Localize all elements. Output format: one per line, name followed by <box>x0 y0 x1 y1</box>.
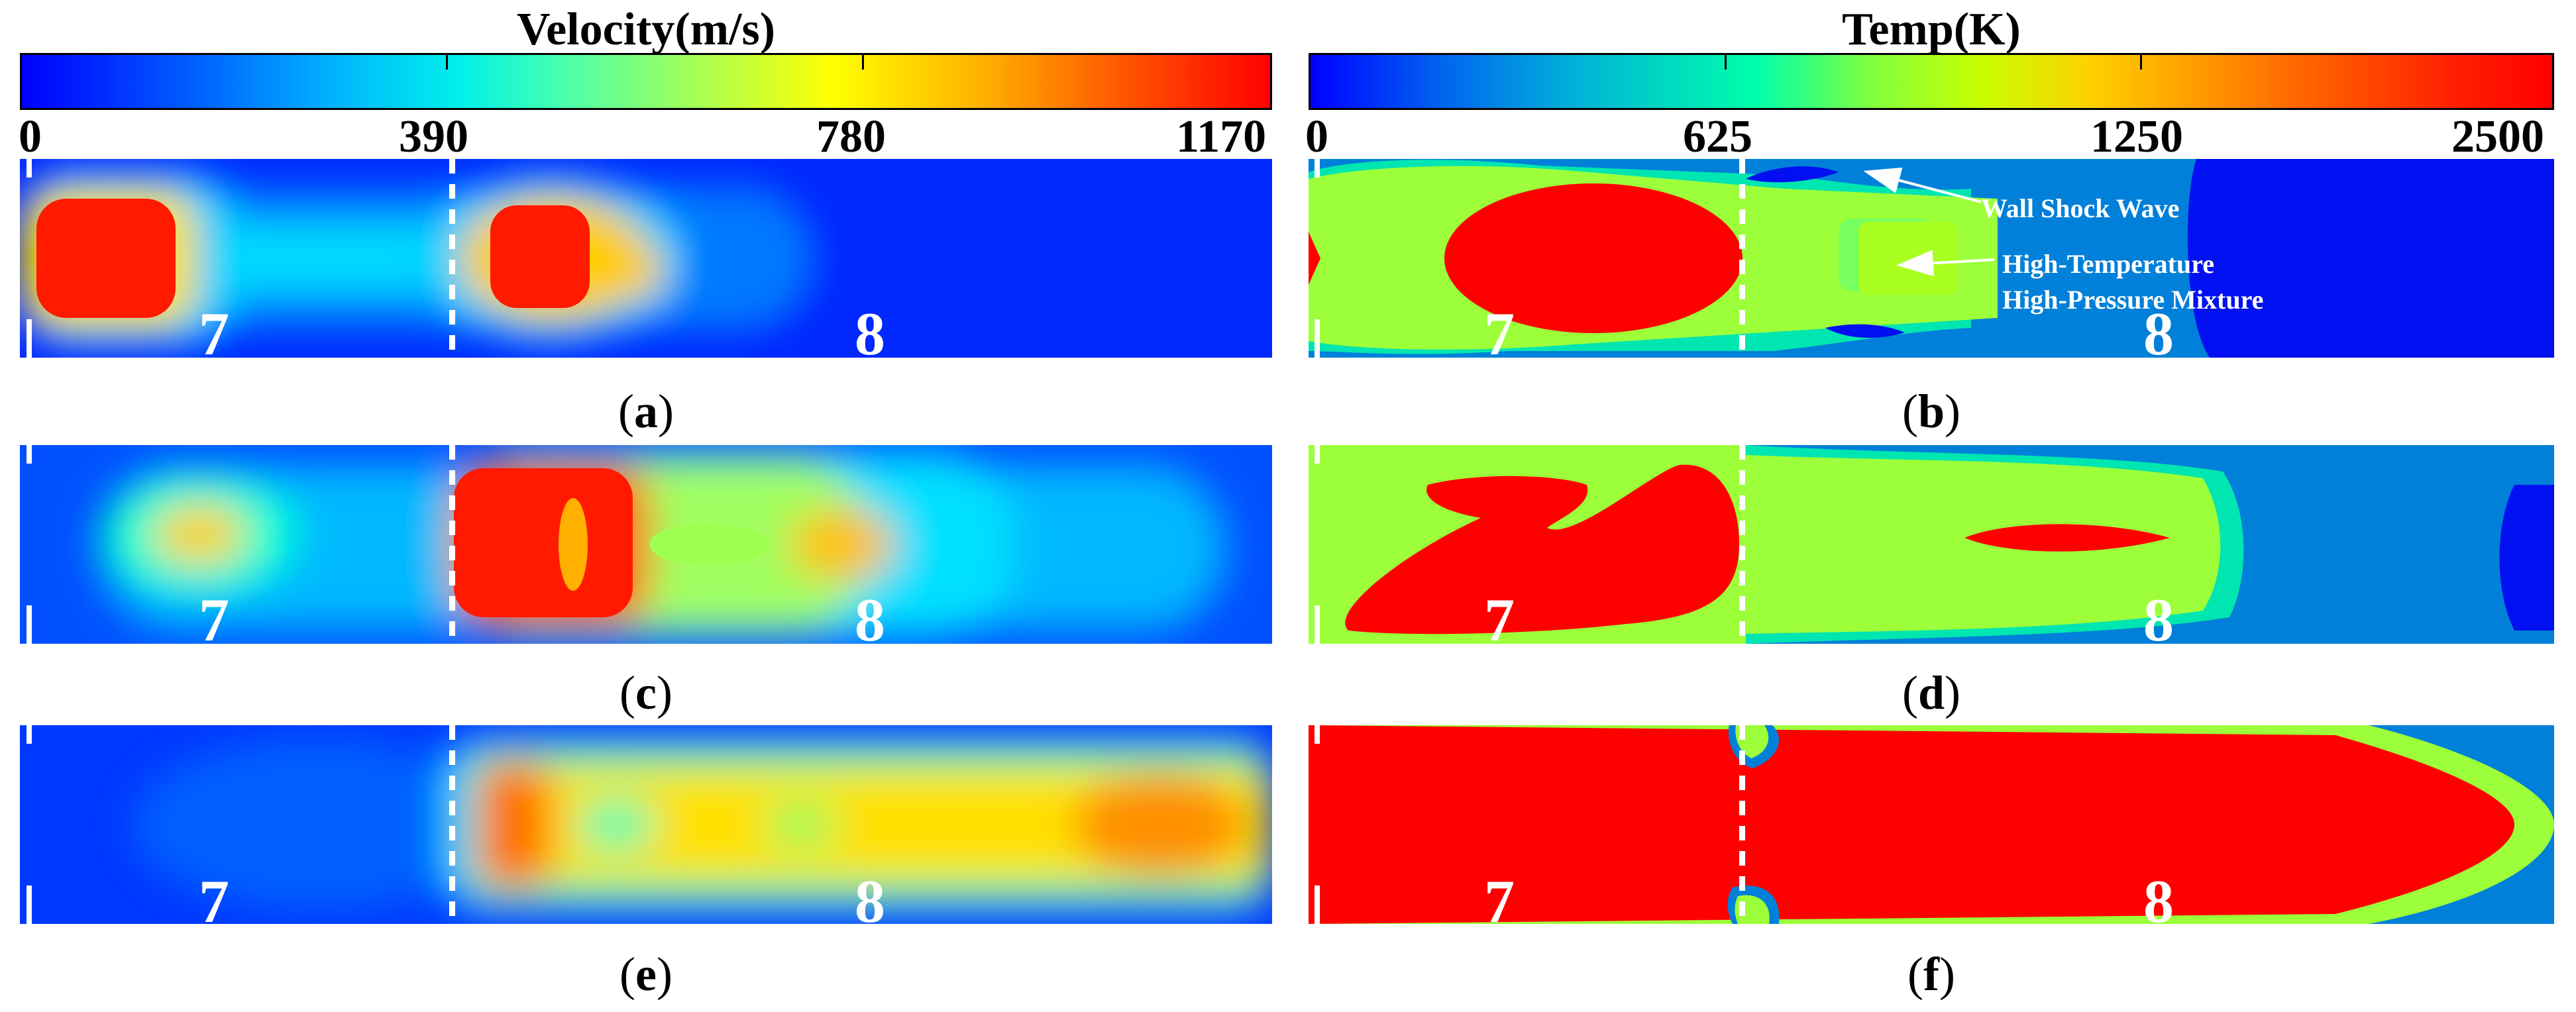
segment-label-7-d: 7 <box>1484 586 1515 654</box>
segment-label-8-c: 8 <box>855 586 885 654</box>
temperature-colorbar <box>1309 53 2554 110</box>
segment-label-8-e: 8 <box>855 868 885 935</box>
marker-b-inlet <box>1315 159 1320 358</box>
marker-e-wall <box>449 725 455 924</box>
panel-e-velocity-field <box>20 725 1272 924</box>
panel-c-velocity-field <box>20 445 1272 644</box>
panel-d-temperature-field <box>1309 445 2554 644</box>
annotation-mixture-line1: High-Temperature <box>2002 249 2214 279</box>
annotation-wall-shock-wave: Wall Shock Wave <box>1981 193 2180 223</box>
marker-f-wall <box>1739 725 1745 924</box>
velocity-colorbar <box>20 53 1272 110</box>
panel-a-velocity-field <box>20 159 1272 358</box>
temperature-tick-625: 625 <box>1683 111 1752 162</box>
panel-b-temperature-field <box>1309 159 2554 358</box>
marker-b-wall <box>1739 159 1745 358</box>
segment-label-7-b: 7 <box>1484 300 1515 368</box>
segment-label-7-e: 7 <box>199 868 229 935</box>
marker-f-inlet <box>1315 725 1320 924</box>
segment-label-7-f: 7 <box>1484 868 1515 935</box>
marker-a-inlet <box>27 159 32 358</box>
segment-label-7-c: 7 <box>199 586 229 654</box>
velocity-tick-780: 780 <box>816 111 886 162</box>
caption-c: (c) <box>619 666 672 719</box>
velocity-tick-390: 390 <box>399 111 468 162</box>
segment-label-8-f: 8 <box>2143 868 2174 935</box>
marker-e-inlet <box>27 725 32 924</box>
temperature-tick-0: 0 <box>1305 111 1328 162</box>
annotation-mixture-line2: High-Pressure Mixture <box>2002 285 2264 315</box>
caption-f: (f) <box>1907 948 1955 1001</box>
segment-label-8-b: 8 <box>2143 300 2174 368</box>
temperature-colorbar-title: Temp(K) <box>1842 4 2021 55</box>
caption-e: (e) <box>619 948 672 1001</box>
velocity-tick-1170: 1170 <box>1176 111 1267 162</box>
temperature-tick-1250: 1250 <box>2090 111 2183 162</box>
marker-d-inlet <box>1315 445 1320 644</box>
segment-label-8-a: 8 <box>855 300 885 368</box>
annotation-mixture: High-Temperature High-Pressure Mixture <box>2002 246 2263 318</box>
marker-c-wall <box>449 445 455 644</box>
caption-b: (b) <box>1902 385 1960 438</box>
temperature-tick-2500: 2500 <box>2451 111 2544 162</box>
marker-a-wall <box>449 159 455 358</box>
velocity-colorbar-title: Velocity(m/s) <box>516 4 776 55</box>
caption-d: (d) <box>1902 666 1960 719</box>
velocity-tick-0: 0 <box>19 111 42 162</box>
caption-a: (a) <box>618 385 674 438</box>
annotation-arrows <box>1863 167 1995 277</box>
segment-label-7-a: 7 <box>199 300 229 368</box>
marker-d-wall <box>1739 445 1745 644</box>
panel-f-temperature-field <box>1309 725 2554 924</box>
marker-c-inlet <box>27 445 32 644</box>
segment-label-8-d: 8 <box>2143 586 2174 654</box>
